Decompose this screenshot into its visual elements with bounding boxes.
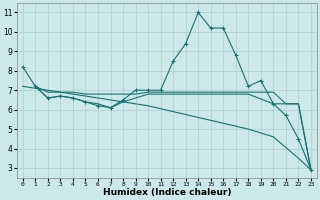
X-axis label: Humidex (Indice chaleur): Humidex (Indice chaleur)	[103, 188, 231, 197]
